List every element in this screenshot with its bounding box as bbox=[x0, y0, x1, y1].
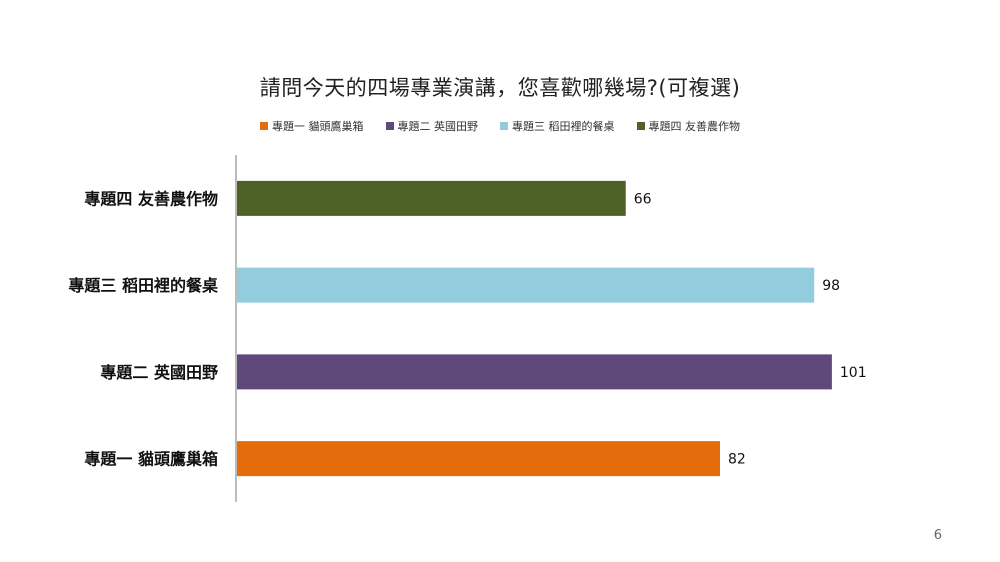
bar bbox=[237, 354, 832, 390]
category-label: 專題四 友善農作物 bbox=[84, 189, 218, 208]
legend-swatch bbox=[260, 122, 268, 130]
page-number: 6 bbox=[933, 528, 942, 543]
legend-swatch bbox=[636, 122, 645, 130]
legend-swatch bbox=[385, 122, 394, 130]
legend-label: 專題四 友善農作物 bbox=[648, 120, 741, 133]
category-label: 專題一 貓頭鷹巢箱 bbox=[84, 450, 218, 469]
bar bbox=[237, 180, 626, 216]
legend-label: 專題一 貓頭鷹巢箱 bbox=[272, 120, 364, 133]
legend-swatch bbox=[500, 122, 508, 130]
bar bbox=[237, 441, 720, 477]
data-label: 82 bbox=[728, 452, 746, 468]
data-label: 101 bbox=[840, 365, 867, 381]
legend-item: 專題一 貓頭鷹巢箱 bbox=[260, 118, 364, 134]
legend-label: 專題二 英國田野 bbox=[397, 120, 479, 133]
category-label: 專題二 英國田野 bbox=[100, 363, 218, 382]
legend-item: 專題三 稻田裡的餐桌 bbox=[500, 118, 615, 134]
chart-legend: 專題一 貓頭鷹巢箱 專題二 英國田野 專題三 稻田裡的餐桌 專題四 友善農作物 bbox=[0, 118, 1000, 134]
legend-label: 專題三 稻田裡的餐桌 bbox=[512, 120, 615, 133]
data-label: 98 bbox=[822, 278, 840, 294]
chart-title: 請問今天的四場專業演講，您喜歡哪幾場?(可複選) bbox=[259, 76, 741, 100]
category-label: 專題三 稻田裡的餐桌 bbox=[68, 276, 218, 295]
bar bbox=[237, 267, 815, 303]
data-label: 66 bbox=[634, 191, 652, 207]
legend-item: 專題四 友善農作物 bbox=[636, 118, 741, 134]
legend-item: 專題二 英國田野 bbox=[385, 118, 479, 134]
